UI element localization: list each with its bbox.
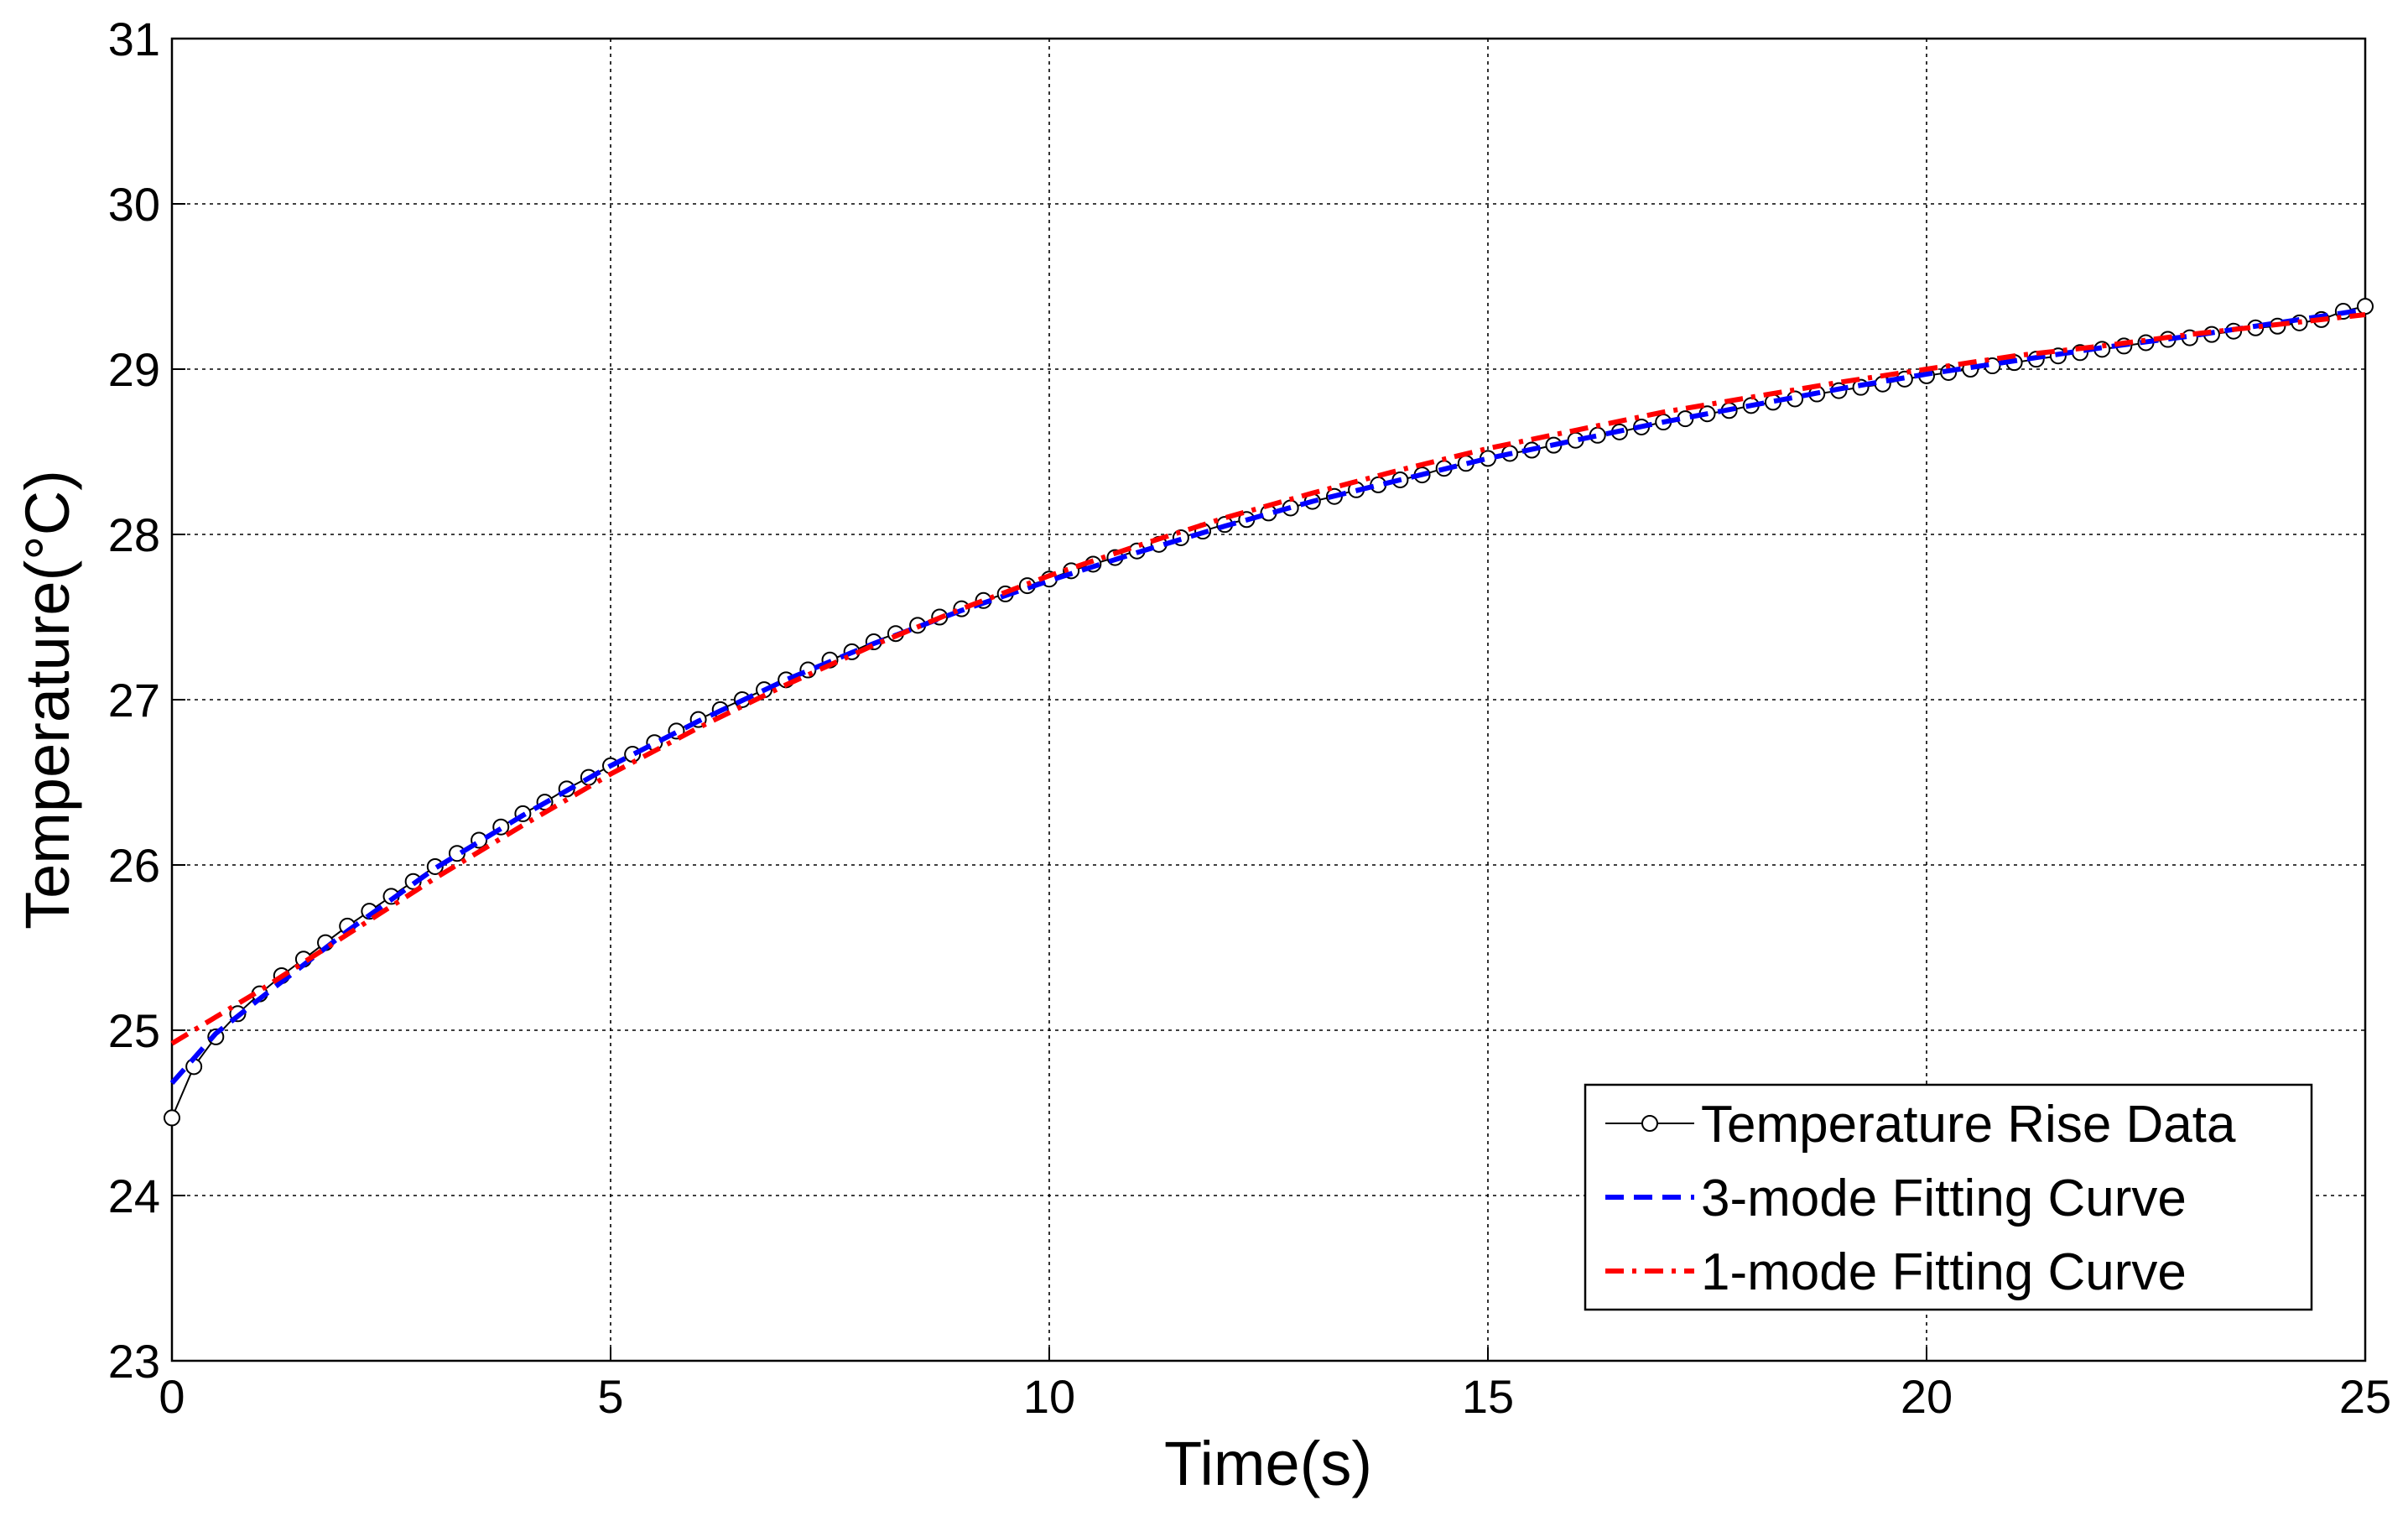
x-tick-label: 10 (1023, 1370, 1075, 1423)
y-tick-label: 25 (108, 1004, 160, 1057)
y-tick-label: 24 (108, 1170, 160, 1222)
x-tick-label: 25 (2339, 1370, 2391, 1423)
legend-marker (1641, 1115, 1658, 1132)
x-tick-label: 20 (1901, 1370, 1953, 1423)
legend: Temperature Rise Data 3-mode Fitting Curv… (1584, 1083, 2313, 1311)
x-tick-label: 0 (159, 1370, 185, 1423)
plot-frame (170, 37, 2367, 1362)
legend-label: Temperature Rise Data (1701, 1096, 2236, 1154)
x-axis-label: Time(s) (1164, 1429, 1372, 1498)
data-point (2357, 298, 2374, 315)
data-point (164, 1109, 180, 1127)
y-tick-label: 30 (108, 178, 160, 231)
x-tick-label: 15 (1462, 1370, 1514, 1423)
legend-label: 3-mode Fitting Curve (1701, 1170, 2187, 1227)
series (170, 312, 2366, 1046)
y-axis-label: Temperature(°C) (13, 470, 82, 930)
x-tick-label: 5 (597, 1370, 623, 1423)
y-tick-label: 28 (108, 508, 160, 561)
y-tick-label: 26 (108, 839, 160, 892)
y-tick-label: 31 (108, 13, 160, 65)
y-tick-label: 23 (108, 1335, 160, 1388)
fit-line (169, 307, 2366, 1086)
series (169, 307, 2366, 1086)
y-tick-label: 27 (108, 674, 160, 727)
fit-line (170, 312, 2366, 1046)
legend-box (1584, 1083, 2313, 1311)
y-tick-label: 29 (108, 343, 160, 396)
legend-label: 1-mode Fitting Curve (1701, 1243, 2187, 1301)
